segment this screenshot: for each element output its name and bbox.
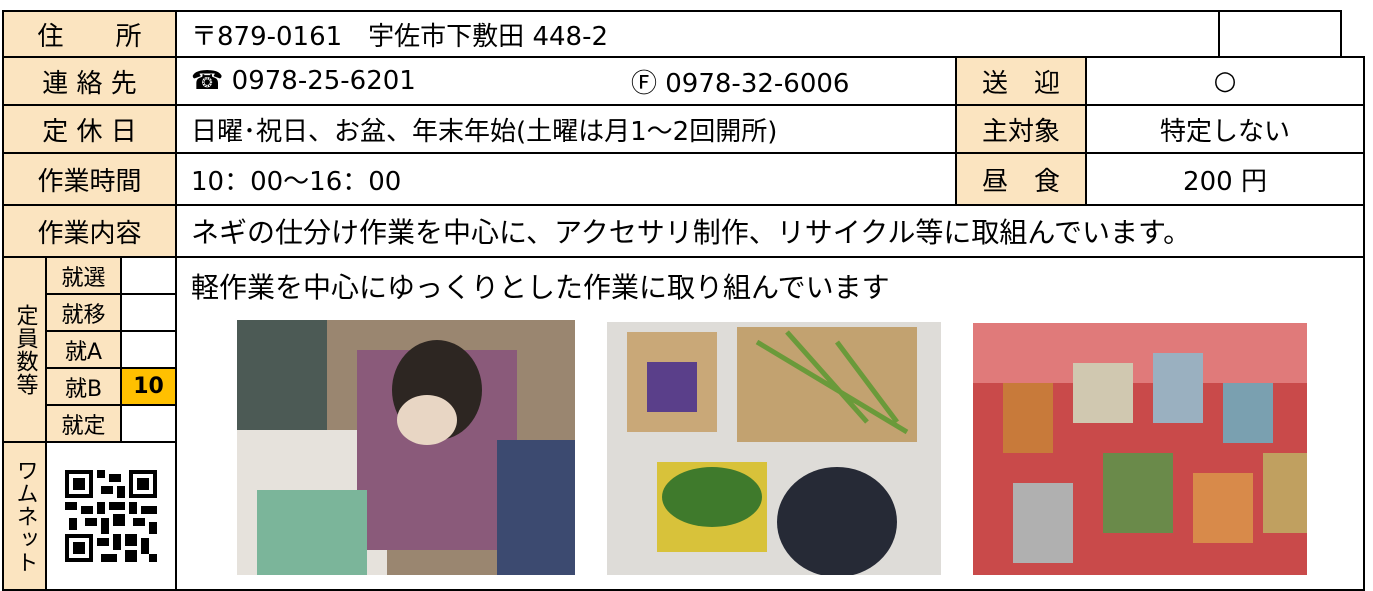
address-label: 住 所 (2, 10, 177, 58)
work-value: ネギの仕分け作業を中心に、アクセサリ制作、リサイクル等に取組んでいます。 (175, 204, 1365, 258)
tel: ☎ 0978-25-6201 (191, 66, 416, 96)
capacity-type: 就B (45, 367, 122, 406)
target-label: 主対象 (955, 104, 1087, 154)
photo (607, 322, 941, 575)
qr-code (65, 470, 157, 562)
holiday-label: 定 休 日 (2, 104, 177, 154)
target-value: 特定しない (1085, 104, 1365, 154)
pickup-label: 送 迎 (955, 56, 1087, 106)
capacity-count (120, 293, 177, 332)
capacity-count: 10 (120, 367, 177, 406)
lunch-label: 昼 食 (955, 152, 1087, 206)
holiday-value: 日曜･祝日、お盆、年末年始(土曜は月1～2回開所) (175, 104, 957, 154)
capacity-type: 就移 (45, 293, 122, 332)
contact-label: 連 絡 先 (2, 56, 177, 106)
hours-label: 作業時間 (2, 152, 177, 206)
capacity-type: 就A (45, 330, 122, 369)
wamnet-label: ワムネット (2, 441, 47, 591)
capacity-type: 就定 (45, 404, 122, 443)
photo (237, 320, 575, 575)
capacity-count (120, 256, 177, 295)
fax: Ⓕ 0978-32-6006 (631, 68, 850, 99)
work-label: 作業内容 (2, 204, 177, 258)
contact-value: ☎ 0978-25-6201 Ⓕ 0978-32-6006 (175, 56, 957, 106)
address-value: 〒879-0161 宇佐市下敷田 448-2 (175, 10, 1220, 58)
capacity-count (120, 330, 177, 369)
lunch-value: 200 円 (1085, 152, 1365, 206)
capacity-type: 就選 (45, 256, 122, 295)
blank-cell (1218, 10, 1342, 58)
capacity-count (120, 404, 177, 443)
qr-cell (45, 441, 177, 591)
pickup-value: ○ (1085, 56, 1365, 106)
capacity-label: 定員数等 (2, 256, 47, 443)
photo (973, 323, 1307, 575)
hours-value: 10：00～16：00 (175, 152, 957, 206)
description: 軽作業を中心にゆっくりとした作業に取り組んでいます (191, 271, 890, 304)
